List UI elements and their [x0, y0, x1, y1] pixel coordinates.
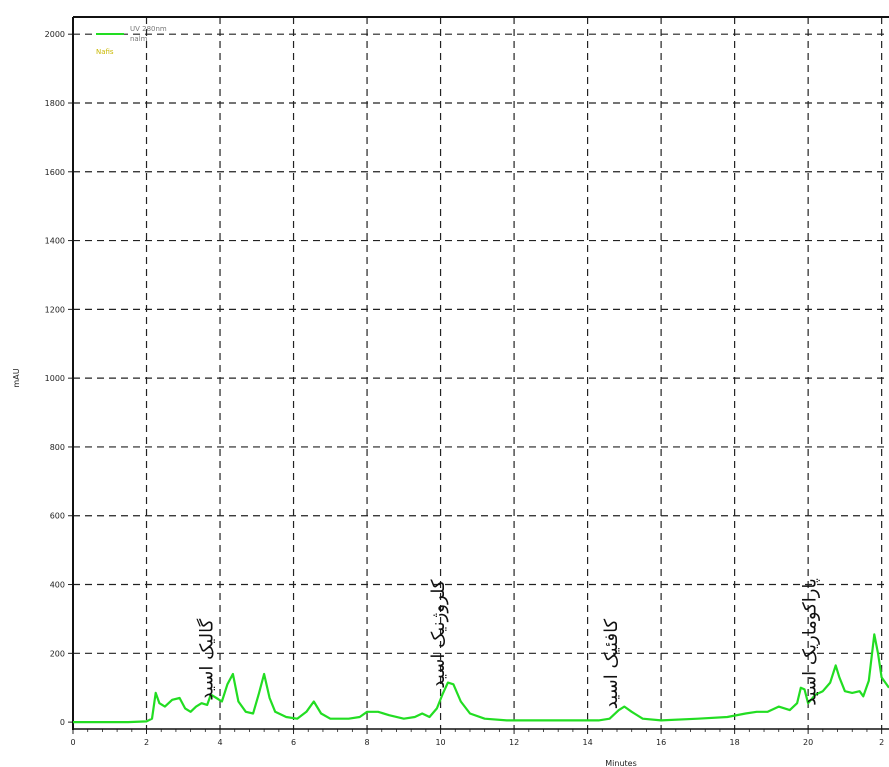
x-tick-label: 8	[365, 738, 370, 747]
x-tick-label: 2	[879, 738, 884, 747]
peak-label: پاراکوماریک اسید	[800, 578, 821, 706]
chart-axes	[68, 16, 889, 734]
tick-labels: 0 200 400 600 800 1000 1200 1400 1600 1800 2000 0 2 4…	[45, 30, 885, 747]
y-tick-label: 1200	[45, 305, 65, 314]
legend-series-name: UV 280nm	[130, 25, 167, 33]
legend-tag: Nafis	[96, 48, 114, 56]
x-axis-title: Minutes	[605, 759, 637, 767]
x-tick-label: 10	[435, 738, 445, 747]
x-tick-label: 12	[509, 738, 519, 747]
chart-legend: UV 280nm nalm Nafis	[96, 25, 167, 56]
peak-annotations: گالیک اسید کلروژنیک اسید کافئیک اسید پاراکو…	[196, 578, 821, 709]
y-tick-label: 1800	[45, 99, 65, 108]
y-tick-label: 200	[50, 649, 65, 658]
y-tick-label: 1600	[45, 168, 65, 177]
x-tick-label: 16	[656, 738, 666, 747]
peak-label: کلروژنیک اسید	[428, 579, 449, 689]
y-tick-label: 1400	[45, 237, 65, 246]
x-tick-label: 4	[217, 738, 222, 747]
x-tick-label: 18	[730, 738, 740, 747]
y-tick-label: 1000	[45, 374, 65, 383]
x-tick-label: 6	[291, 738, 296, 747]
series-line	[73, 633, 889, 724]
y-tick-label: 800	[50, 443, 65, 452]
legend-series-sub: nalm	[130, 35, 148, 43]
x-tick-label: 0	[70, 738, 75, 747]
grid-lines	[73, 17, 889, 729]
x-tick-label: 20	[803, 738, 813, 747]
y-tick-label: 600	[50, 512, 65, 521]
y-tick-label: 0	[60, 718, 65, 727]
x-tick-label: 2	[144, 738, 149, 747]
peak-label: گالیک اسید	[196, 618, 218, 700]
peak-label: کافئیک اسید	[601, 618, 622, 709]
y-tick-label: 400	[50, 581, 65, 590]
y-tick-label: 2000	[45, 30, 65, 39]
x-tick-label: 14	[583, 738, 593, 747]
series-layer	[73, 633, 889, 724]
y-axis-title: mAU	[12, 368, 21, 387]
